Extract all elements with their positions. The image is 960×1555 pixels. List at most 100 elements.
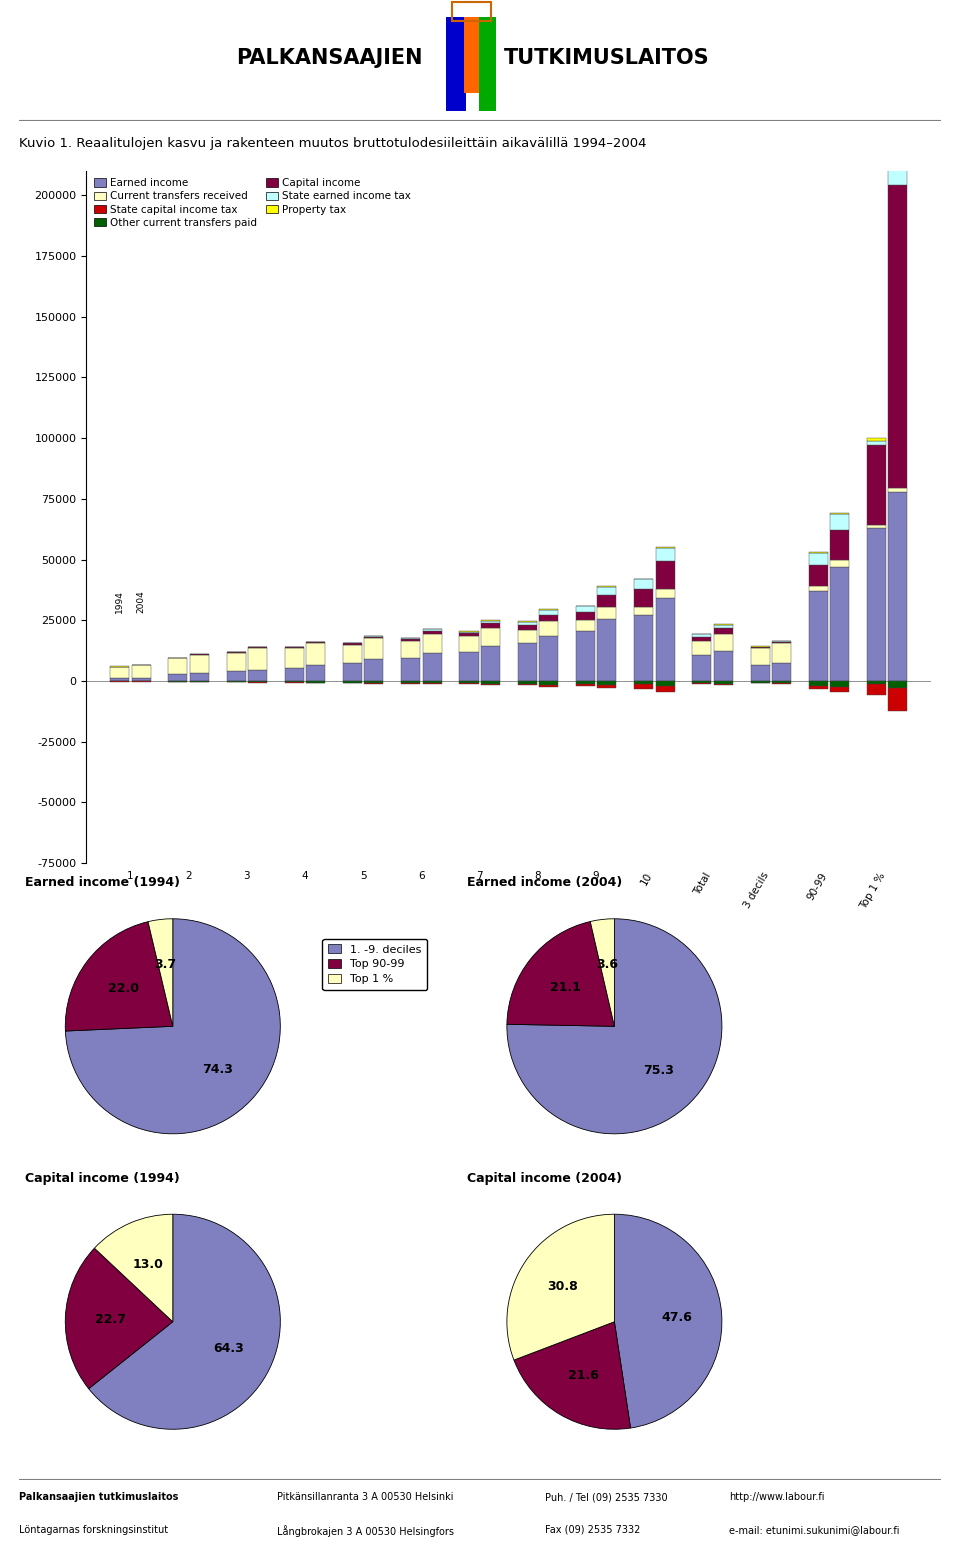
Wedge shape	[614, 1214, 722, 1427]
Bar	[888, 687, 907, 711]
Bar	[132, 666, 151, 678]
Text: Fax (09) 2535 7332: Fax (09) 2535 7332	[544, 1524, 640, 1535]
Bar	[306, 681, 325, 683]
Bar	[888, 157, 907, 162]
Legend: 1. -9. deciles, Top 90-99, Top 1 %: 1. -9. deciles, Top 90-99, Top 1 %	[323, 939, 427, 991]
Bar	[365, 659, 383, 681]
Bar	[597, 606, 616, 619]
Bar	[517, 681, 537, 684]
Bar	[635, 681, 653, 684]
Bar	[830, 560, 850, 568]
Text: 13.0: 13.0	[132, 1258, 163, 1270]
Text: http://www.labour.fi: http://www.labour.fi	[729, 1493, 825, 1502]
Wedge shape	[507, 922, 614, 1026]
Text: 21.6: 21.6	[567, 1368, 598, 1382]
Bar	[772, 662, 791, 681]
Bar	[714, 650, 732, 681]
Bar	[867, 526, 886, 529]
Bar	[809, 686, 828, 689]
Bar	[343, 644, 362, 662]
Bar	[714, 681, 732, 684]
Bar	[597, 596, 616, 606]
Bar	[481, 624, 500, 628]
Bar	[888, 185, 907, 488]
Bar	[830, 568, 850, 681]
Text: 3.7: 3.7	[155, 958, 177, 970]
Bar	[460, 631, 478, 633]
Wedge shape	[148, 919, 173, 1026]
Bar	[656, 686, 675, 692]
Bar	[635, 616, 653, 681]
Bar	[422, 630, 442, 631]
Text: 30.8: 30.8	[547, 1280, 579, 1292]
Bar	[540, 684, 558, 687]
Bar	[656, 589, 675, 599]
Wedge shape	[507, 919, 722, 1134]
Bar	[867, 529, 886, 681]
Bar	[422, 633, 442, 653]
Bar	[343, 681, 362, 683]
Bar	[110, 678, 130, 681]
Wedge shape	[514, 1322, 631, 1429]
Text: 75.3: 75.3	[642, 1064, 674, 1078]
Bar	[635, 580, 653, 589]
Bar	[888, 491, 907, 681]
Text: 22.0: 22.0	[108, 983, 138, 995]
Bar	[809, 554, 828, 564]
Wedge shape	[507, 1214, 614, 1361]
Bar	[422, 681, 442, 684]
Bar	[867, 439, 886, 440]
Bar	[597, 619, 616, 681]
Bar	[714, 628, 732, 633]
Text: Kuvio 1. Reaalitulojen kasvu ja rakenteen muutos bruttotulodesiileittäin aikaväl: Kuvio 1. Reaalitulojen kasvu ja rakentee…	[19, 137, 647, 151]
Bar	[656, 547, 675, 561]
Text: Puh. / Tel (09) 2535 7330: Puh. / Tel (09) 2535 7330	[544, 1493, 667, 1502]
Bar	[285, 667, 303, 681]
Bar	[576, 684, 595, 686]
Bar	[751, 666, 770, 681]
Bar	[110, 667, 130, 678]
Bar	[867, 684, 886, 695]
Bar	[540, 636, 558, 681]
Bar	[540, 610, 558, 614]
Bar	[772, 681, 791, 683]
Bar	[401, 639, 420, 641]
Bar	[830, 681, 850, 686]
Text: Löntagarnas forskningsinstitut: Löntagarnas forskningsinstitut	[19, 1524, 168, 1535]
Bar	[656, 599, 675, 681]
Wedge shape	[590, 919, 614, 1026]
Bar	[460, 681, 478, 683]
Legend: Earned income, Current transfers received, State capital income tax, Other curre: Earned income, Current transfers receive…	[91, 176, 414, 230]
Bar	[576, 613, 595, 620]
Bar	[635, 589, 653, 606]
Bar	[751, 681, 770, 683]
Bar	[692, 655, 711, 681]
Text: Palkansaajien tutkimuslaitos: Palkansaajien tutkimuslaitos	[19, 1493, 179, 1502]
Text: Långbrokajen 3 A 00530 Helsingfors: Långbrokajen 3 A 00530 Helsingfors	[277, 1524, 454, 1536]
Bar	[481, 681, 500, 684]
Bar	[809, 681, 828, 686]
Bar	[248, 648, 267, 670]
Bar	[422, 653, 442, 681]
Bar	[365, 681, 383, 683]
Bar	[227, 653, 246, 670]
Bar	[481, 628, 500, 645]
Bar	[867, 445, 886, 526]
Bar	[656, 561, 675, 589]
Bar	[517, 622, 537, 625]
Bar	[714, 684, 732, 686]
Bar	[306, 666, 325, 681]
Bar	[830, 515, 850, 530]
Wedge shape	[94, 1214, 173, 1322]
Wedge shape	[65, 919, 280, 1134]
Bar	[540, 622, 558, 636]
Bar	[464, 17, 481, 93]
Bar	[540, 681, 558, 684]
Text: 47.6: 47.6	[661, 1311, 692, 1323]
Wedge shape	[88, 1214, 280, 1429]
Bar	[306, 644, 325, 666]
Bar	[772, 644, 791, 662]
Bar	[365, 639, 383, 659]
Text: 2004: 2004	[136, 591, 146, 613]
Bar	[401, 681, 420, 683]
